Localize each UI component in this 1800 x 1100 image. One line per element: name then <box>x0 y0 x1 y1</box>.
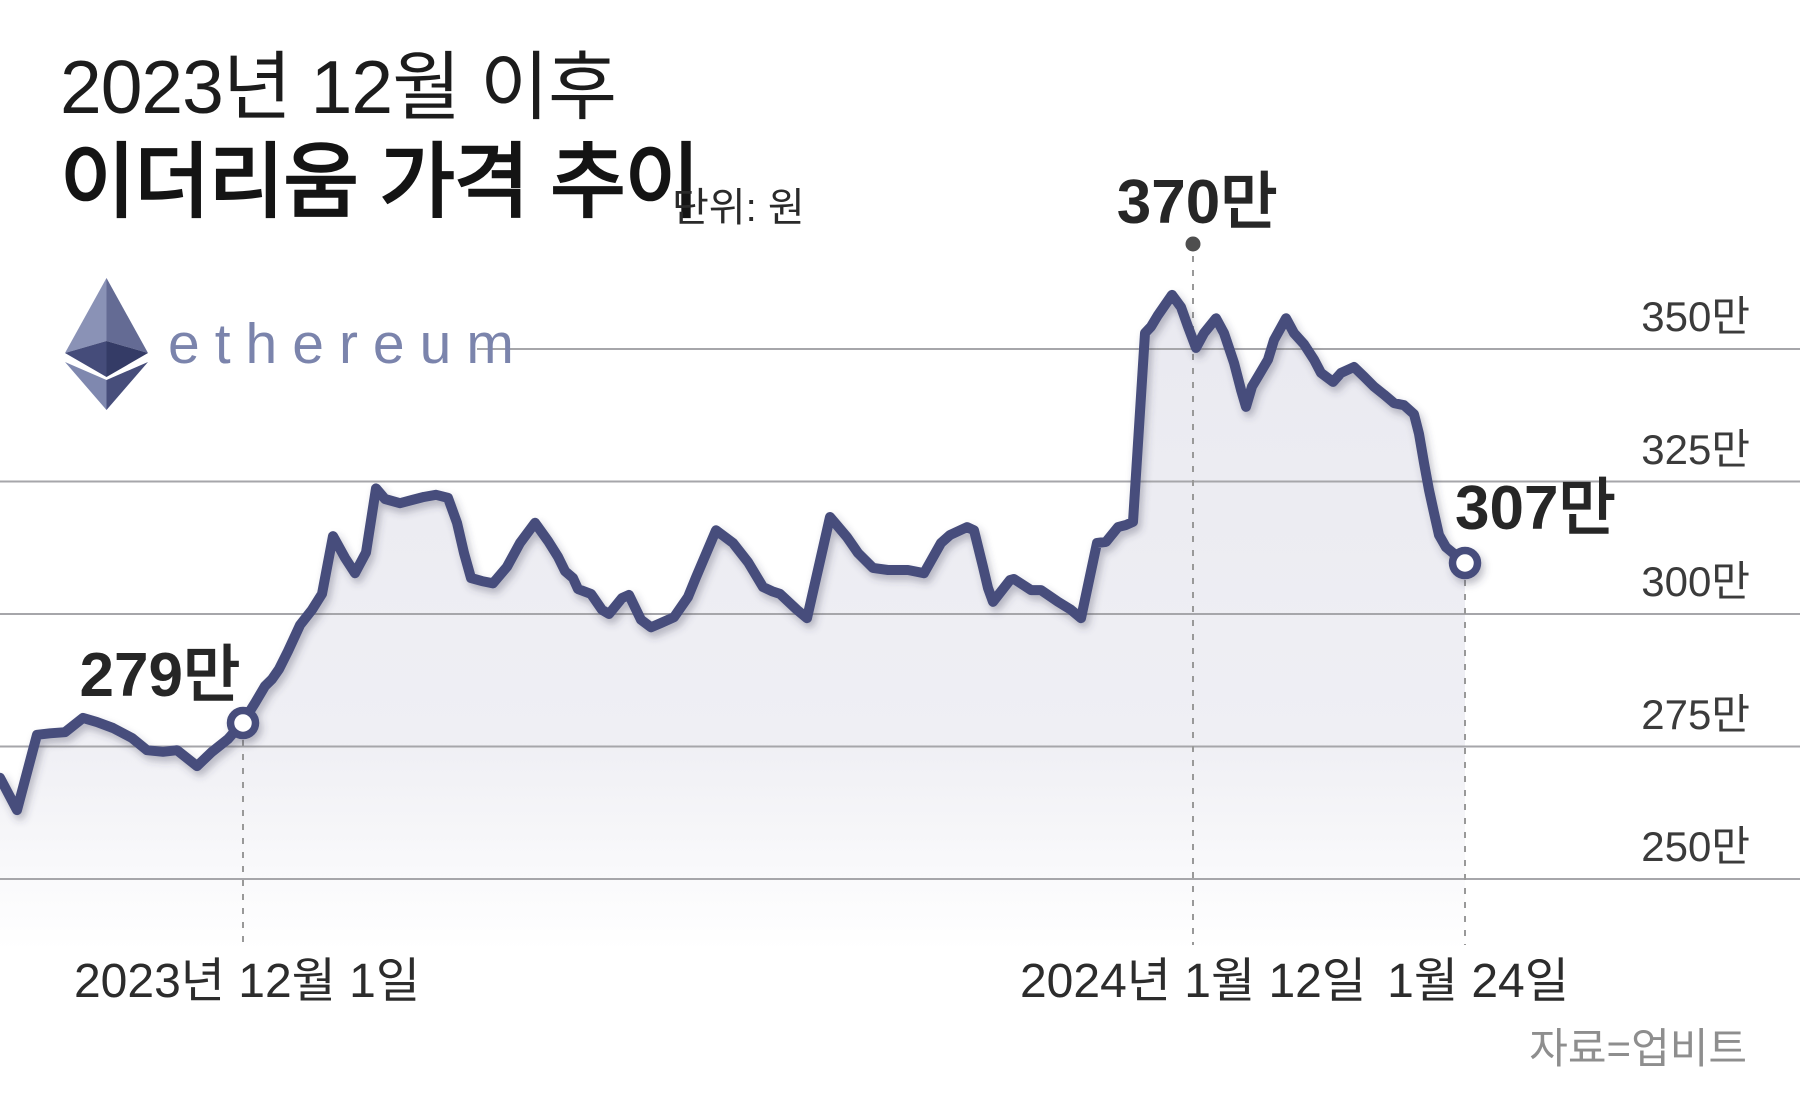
annotation-peak-price: 370만 <box>1116 168 1278 237</box>
ethereum-logo-facet <box>65 341 107 377</box>
ethereum-logo-facet <box>65 278 107 353</box>
source-credit: 자료=업비트 <box>1529 1025 1747 1072</box>
annotation-last-price: 307만 <box>1455 474 1616 543</box>
open-circle-marker <box>1448 546 1482 580</box>
price-line <box>0 289 1470 816</box>
ethereum-wordmark: ethereum <box>168 312 529 376</box>
price-line-group <box>0 289 1482 816</box>
chart-main-title: 이더리움 가격 추이 <box>60 137 700 228</box>
y-tick-275: 275만 <box>1641 690 1750 738</box>
ethereum-logo-facet <box>106 341 148 377</box>
peak-dot-marker <box>1185 236 1201 252</box>
x-label: 2024년 1월 12일 <box>1019 955 1367 1008</box>
ethereum-logo-facet <box>106 278 148 353</box>
y-tick-325: 325만 <box>1641 425 1750 473</box>
unit-label: 단위: 원 <box>672 186 805 230</box>
y-tick-250: 250만 <box>1641 823 1750 870</box>
x-label: 1월 24일 <box>1387 955 1569 1008</box>
ethereum-logo-icon <box>65 278 148 410</box>
ethereum-logo-facet <box>106 362 148 410</box>
open-circle-marker <box>226 706 260 740</box>
area-fill <box>0 294 1465 950</box>
annotation-start-price: 279만 <box>79 641 240 710</box>
x-label: 2023년 12월 1일 <box>73 955 421 1008</box>
ethereum-logo-facet <box>65 362 107 410</box>
chart-period-title: 2023년 12월 이후 <box>60 45 617 129</box>
y-tick-300: 300만 <box>1641 558 1750 605</box>
chart-layer <box>0 236 1800 950</box>
y-tick-350: 350만 <box>1641 293 1750 340</box>
